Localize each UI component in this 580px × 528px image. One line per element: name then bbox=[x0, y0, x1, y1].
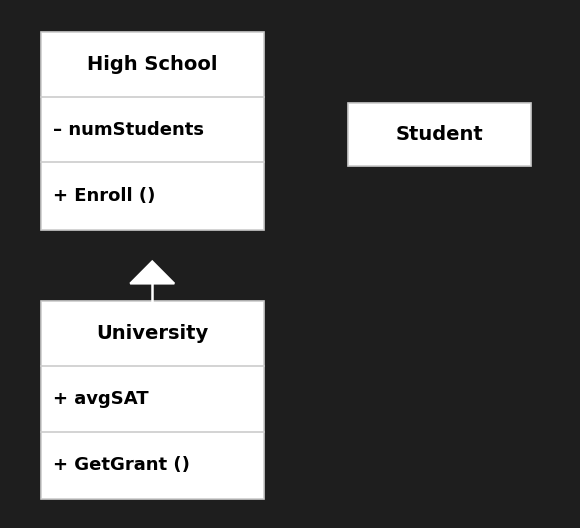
Text: University: University bbox=[96, 324, 208, 343]
Text: – numStudents: – numStudents bbox=[53, 121, 204, 139]
Bar bbox=[348, 103, 531, 166]
Text: Student: Student bbox=[396, 125, 483, 144]
Bar bbox=[41, 301, 264, 499]
Bar bbox=[41, 32, 264, 230]
Text: + avgSAT: + avgSAT bbox=[53, 390, 149, 408]
Text: + Enroll (): + Enroll () bbox=[53, 187, 156, 205]
Polygon shape bbox=[130, 261, 174, 284]
Text: High School: High School bbox=[87, 55, 218, 74]
Text: + GetGrant (): + GetGrant () bbox=[53, 456, 190, 474]
